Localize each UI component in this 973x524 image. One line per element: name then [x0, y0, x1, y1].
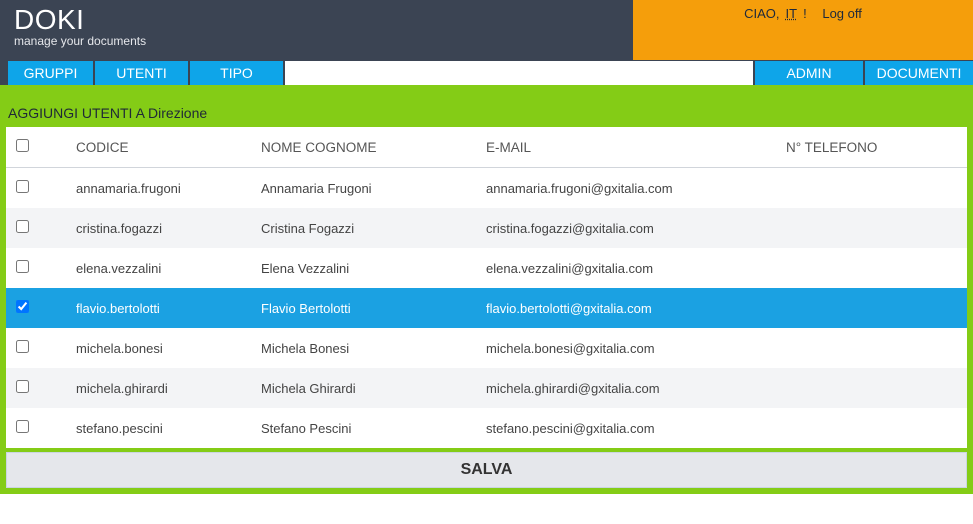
- cell-code: michela.bonesi: [66, 328, 251, 368]
- row-checkbox[interactable]: [16, 420, 29, 433]
- content-panel: AGGIUNGI UTENTI A Direzione CODICE NOME …: [0, 85, 973, 494]
- nav-documenti[interactable]: DOCUMENTI: [863, 61, 973, 85]
- row-checkbox[interactable]: [16, 260, 29, 273]
- table-row[interactable]: michela.bonesiMichela Bonesimichela.bone…: [6, 328, 967, 368]
- cell-email: michela.bonesi@gxitalia.com: [476, 328, 776, 368]
- cell-name: Flavio Bertolotti: [251, 288, 476, 328]
- cell-email: stefano.pescini@gxitalia.com: [476, 408, 776, 448]
- table-row[interactable]: stefano.pesciniStefano Pescinistefano.pe…: [6, 408, 967, 448]
- cell-code: flavio.bertolotti: [66, 288, 251, 328]
- greeting-text: CIAO,: [744, 6, 779, 21]
- table-row[interactable]: annamaria.frugoniAnnamaria Frugoniannama…: [6, 168, 967, 209]
- row-checkbox[interactable]: [16, 380, 29, 393]
- save-button[interactable]: SALVA: [6, 452, 967, 488]
- table-row[interactable]: elena.vezzaliniElena Vezzalinielena.vezz…: [6, 248, 967, 288]
- cell-phone: [776, 408, 967, 448]
- cell-check: [6, 368, 66, 408]
- col-check: [6, 127, 66, 168]
- pipe-separator: [813, 6, 817, 21]
- cell-code: stefano.pescini: [66, 408, 251, 448]
- cell-email: flavio.bertolotti@gxitalia.com: [476, 288, 776, 328]
- cell-check: [6, 168, 66, 209]
- cell-check: [6, 288, 66, 328]
- row-checkbox[interactable]: [16, 340, 29, 353]
- exclaim-text: !: [803, 6, 807, 21]
- table-row[interactable]: cristina.fogazziCristina Fogazzicristina…: [6, 208, 967, 248]
- app-header: DOKI manage your documents CIAO, IT ! Lo…: [0, 0, 973, 60]
- cell-check: [6, 248, 66, 288]
- table-row[interactable]: michela.ghirardiMichela Ghirardimichela.…: [6, 368, 967, 408]
- row-checkbox[interactable]: [16, 300, 29, 313]
- nav-admin[interactable]: ADMIN: [753, 61, 863, 85]
- col-email: E-MAIL: [476, 127, 776, 168]
- col-name: NOME COGNOME: [251, 127, 476, 168]
- select-all-checkbox[interactable]: [16, 139, 29, 152]
- cell-phone: [776, 368, 967, 408]
- nav-bar: GRUPPI UTENTI TIPO ADMIN DOCUMENTI: [0, 60, 973, 85]
- cell-code: elena.vezzalini: [66, 248, 251, 288]
- nav-spacer: [285, 61, 753, 85]
- col-code: CODICE: [66, 127, 251, 168]
- cell-name: Michela Ghirardi: [251, 368, 476, 408]
- cell-email: michela.ghirardi@gxitalia.com: [476, 368, 776, 408]
- table-header-row: CODICE NOME COGNOME E-MAIL N° TELEFONO: [6, 127, 967, 168]
- nav-gruppi[interactable]: GRUPPI: [0, 61, 95, 85]
- nav-utenti[interactable]: UTENTI: [95, 61, 190, 85]
- nav-tipo[interactable]: TIPO: [190, 61, 285, 85]
- cell-phone: [776, 208, 967, 248]
- current-user-link[interactable]: IT: [786, 6, 798, 21]
- cell-name: Cristina Fogazzi: [251, 208, 476, 248]
- cell-phone: [776, 288, 967, 328]
- cell-code: cristina.fogazzi: [66, 208, 251, 248]
- table-row[interactable]: flavio.bertolottiFlavio Bertolottiflavio…: [6, 288, 967, 328]
- users-table: CODICE NOME COGNOME E-MAIL N° TELEFONO a…: [6, 127, 967, 448]
- cell-name: Stefano Pescini: [251, 408, 476, 448]
- row-checkbox[interactable]: [16, 220, 29, 233]
- cell-name: Annamaria Frugoni: [251, 168, 476, 209]
- cell-phone: [776, 168, 967, 209]
- header-user-bar: CIAO, IT ! Log off: [633, 0, 973, 60]
- cell-code: annamaria.frugoni: [66, 168, 251, 209]
- cell-check: [6, 328, 66, 368]
- col-phone: N° TELEFONO: [776, 127, 967, 168]
- cell-name: Elena Vezzalini: [251, 248, 476, 288]
- cell-email: annamaria.frugoni@gxitalia.com: [476, 168, 776, 209]
- page-title: AGGIUNGI UTENTI A Direzione: [6, 105, 967, 121]
- cell-name: Michela Bonesi: [251, 328, 476, 368]
- row-checkbox[interactable]: [16, 180, 29, 193]
- cell-phone: [776, 328, 967, 368]
- cell-phone: [776, 248, 967, 288]
- cell-email: elena.vezzalini@gxitalia.com: [476, 248, 776, 288]
- cell-check: [6, 208, 66, 248]
- cell-check: [6, 408, 66, 448]
- cell-code: michela.ghirardi: [66, 368, 251, 408]
- cell-email: cristina.fogazzi@gxitalia.com: [476, 208, 776, 248]
- logoff-link[interactable]: Log off: [822, 6, 862, 21]
